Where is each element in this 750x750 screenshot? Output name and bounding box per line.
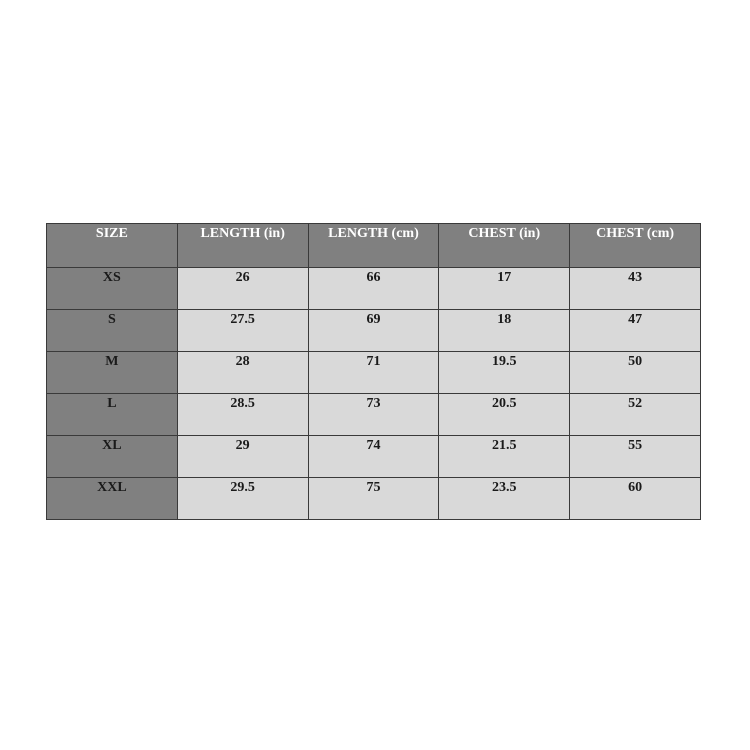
size-cell: XS — [46, 267, 178, 310]
column-header: CHEST (cm) — [569, 223, 701, 268]
table-row: M 28 71 19.5 50 — [46, 351, 701, 394]
table-cell: 43 — [569, 267, 701, 310]
table-row: L 28.5 73 20.5 52 — [46, 393, 701, 436]
size-cell: M — [46, 351, 178, 394]
column-header: SIZE — [46, 223, 178, 268]
size-cell: S — [46, 309, 178, 352]
size-cell: XL — [46, 435, 178, 478]
table-cell: 23.5 — [438, 477, 571, 520]
column-header: LENGTH (cm) — [307, 223, 440, 268]
table-row: XS 26 66 17 43 — [46, 267, 701, 310]
table-row: XXL 29.5 75 23.5 60 — [46, 477, 701, 520]
table-cell: 50 — [569, 351, 701, 394]
table-cell: 74 — [307, 435, 440, 478]
table-row: S 27.5 69 18 47 — [46, 309, 701, 352]
table-row: XL 29 74 21.5 55 — [46, 435, 701, 478]
column-header: LENGTH (in) — [176, 223, 309, 268]
column-header: CHEST (in) — [438, 223, 571, 268]
size-cell: L — [46, 393, 178, 436]
table-cell: 19.5 — [438, 351, 571, 394]
table-cell: 71 — [307, 351, 440, 394]
table-cell: 17 — [438, 267, 571, 310]
table-cell: 66 — [307, 267, 440, 310]
table-cell: 60 — [569, 477, 701, 520]
table-cell: 55 — [569, 435, 701, 478]
table-cell: 28 — [176, 351, 309, 394]
table-cell: 20.5 — [438, 393, 571, 436]
table-cell: 69 — [307, 309, 440, 352]
table-cell: 52 — [569, 393, 701, 436]
table-cell: 75 — [307, 477, 440, 520]
table-cell: 18 — [438, 309, 571, 352]
table-cell: 47 — [569, 309, 701, 352]
table-cell: 28.5 — [176, 393, 309, 436]
header-row: SIZE LENGTH (in) LENGTH (cm) CHEST (in) CHES… — [46, 223, 701, 268]
table-cell: 73 — [307, 393, 440, 436]
table-cell: 29.5 — [176, 477, 309, 520]
size-chart-table: SIZE LENGTH (in) LENGTH (cm) CHEST (in) CHES… — [46, 223, 701, 520]
table-cell: 26 — [176, 267, 309, 310]
size-cell: XXL — [46, 477, 178, 520]
table-cell: 21.5 — [438, 435, 571, 478]
table-cell: 29 — [176, 435, 309, 478]
table-cell: 27.5 — [176, 309, 309, 352]
